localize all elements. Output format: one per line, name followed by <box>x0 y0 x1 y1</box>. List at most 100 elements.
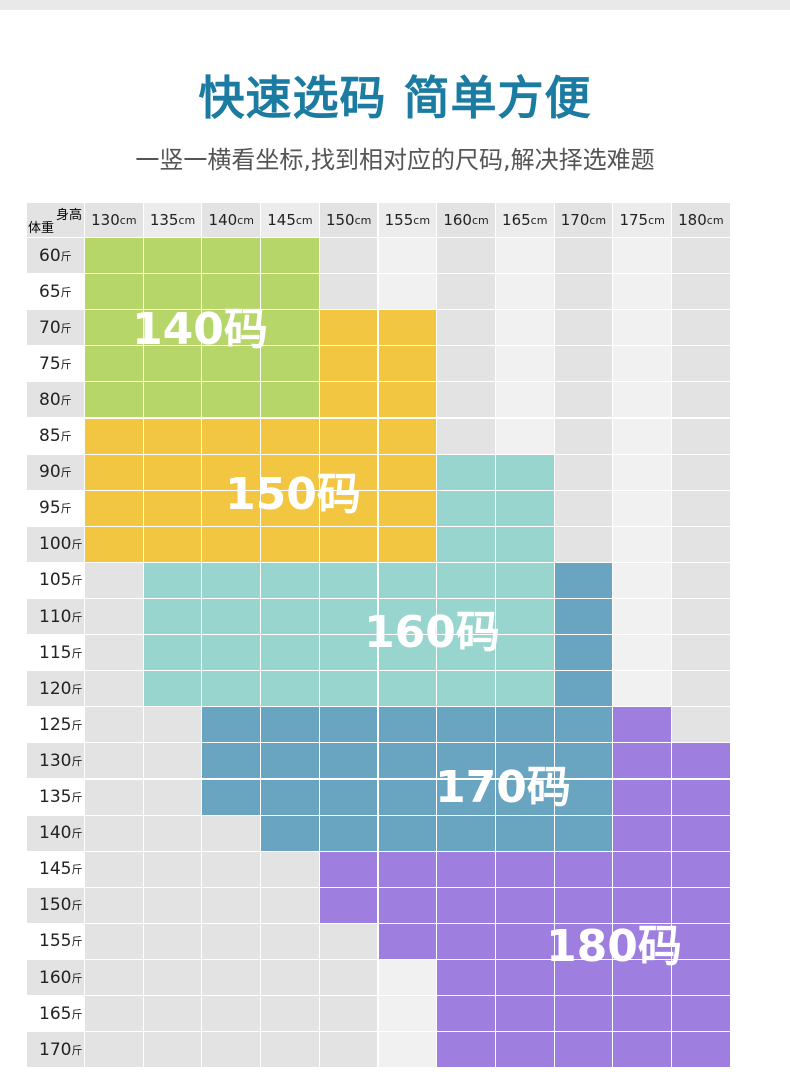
size-cell <box>437 996 496 1033</box>
weight-value: 145 <box>39 859 72 880</box>
size-cell <box>85 454 144 491</box>
height-value: 165 <box>502 211 531 229</box>
size-cell <box>378 671 438 708</box>
size-cell <box>495 490 555 527</box>
size-cell <box>613 382 672 419</box>
size-cell <box>495 526 555 563</box>
size-cell <box>495 815 555 852</box>
size-cell <box>319 490 379 527</box>
size-cell <box>378 382 438 419</box>
weight-unit: 斤 <box>71 971 83 985</box>
size-cell <box>202 599 262 636</box>
size-cell <box>672 996 731 1033</box>
row-header: 80 斤 <box>27 382 85 419</box>
size-cell <box>495 671 555 708</box>
size-cell <box>672 887 731 924</box>
size-cell <box>143 743 203 780</box>
row-header: 95 斤 <box>27 490 85 527</box>
size-cell <box>261 671 320 708</box>
column-header: 180 cm <box>672 203 731 238</box>
size-cell <box>437 346 496 383</box>
size-cell <box>261 707 320 744</box>
weight-unit: 斤 <box>71 1043 83 1057</box>
size-cell <box>261 382 320 419</box>
zone-label: 180码 <box>546 921 682 972</box>
weight-unit: 斤 <box>71 863 83 877</box>
size-cell <box>554 454 614 491</box>
size-cell <box>613 238 672 275</box>
size-cell <box>672 382 731 419</box>
size-cell <box>378 562 438 599</box>
row-header: 130 斤 <box>27 743 85 780</box>
size-cell <box>378 418 438 455</box>
size-cell <box>85 562 144 599</box>
size-cell <box>319 851 379 888</box>
size-cell <box>319 238 379 275</box>
row-header: 100 斤 <box>27 526 85 563</box>
size-cell <box>202 671 262 708</box>
size-cell <box>261 599 320 636</box>
size-cell <box>85 274 144 311</box>
corner-height: 身高 <box>55 208 82 223</box>
size-cell <box>437 274 496 311</box>
size-cell <box>378 996 438 1033</box>
size-cell <box>613 454 672 491</box>
size-cell <box>495 960 555 997</box>
size-cell <box>437 599 496 636</box>
size-cell <box>202 382 262 419</box>
size-cell <box>613 996 672 1033</box>
size-cell <box>261 562 320 599</box>
size-cell <box>261 996 320 1033</box>
size-cell <box>319 779 379 816</box>
size-cell <box>261 779 320 816</box>
size-cell <box>85 635 144 672</box>
zone-label: 150码 <box>225 469 361 520</box>
weight-value: 95 <box>39 498 61 519</box>
weight-unit: 斤 <box>71 935 83 949</box>
size-cell <box>202 996 262 1033</box>
weight-unit: 斤 <box>71 899 83 913</box>
size-cell <box>261 815 320 852</box>
weight-value: 160 <box>39 967 72 988</box>
size-cell <box>261 743 320 780</box>
size-cell <box>378 779 438 816</box>
size-cell <box>437 815 496 852</box>
column-header: 130 cm <box>85 203 144 238</box>
size-cell <box>672 238 731 275</box>
size-cell <box>85 707 144 744</box>
size-cell <box>261 238 320 275</box>
size-cell <box>143 1032 203 1069</box>
size-cell <box>143 599 203 636</box>
weight-unit: 斤 <box>71 646 83 660</box>
weight-unit: 斤 <box>71 754 83 768</box>
weight-value: 115 <box>39 642 72 663</box>
weight-value: 170 <box>39 1039 72 1060</box>
size-cell <box>554 707 614 744</box>
size-cell <box>437 960 496 997</box>
size-cell <box>437 382 496 419</box>
size-cell <box>495 743 555 780</box>
size-cell <box>554 346 614 383</box>
size-cell <box>202 815 262 852</box>
size-cell <box>613 310 672 347</box>
size-cell <box>143 526 203 563</box>
size-cell <box>85 599 144 636</box>
size-cell <box>202 562 262 599</box>
height-value: 180 <box>678 211 707 229</box>
size-cell <box>495 887 555 924</box>
weight-value: 90 <box>39 462 61 483</box>
size-cell <box>85 779 144 816</box>
size-cell <box>495 238 555 275</box>
size-cell <box>261 1032 320 1069</box>
size-cell <box>202 1032 262 1069</box>
weight-unit: 斤 <box>60 249 72 263</box>
size-cell <box>143 923 203 960</box>
row-header: 165 斤 <box>27 996 85 1033</box>
size-cell <box>143 851 203 888</box>
size-cell <box>613 779 672 816</box>
size-cell <box>378 526 438 563</box>
size-cell <box>319 454 379 491</box>
size-cell <box>202 526 262 563</box>
row-header: 115 斤 <box>27 635 85 672</box>
